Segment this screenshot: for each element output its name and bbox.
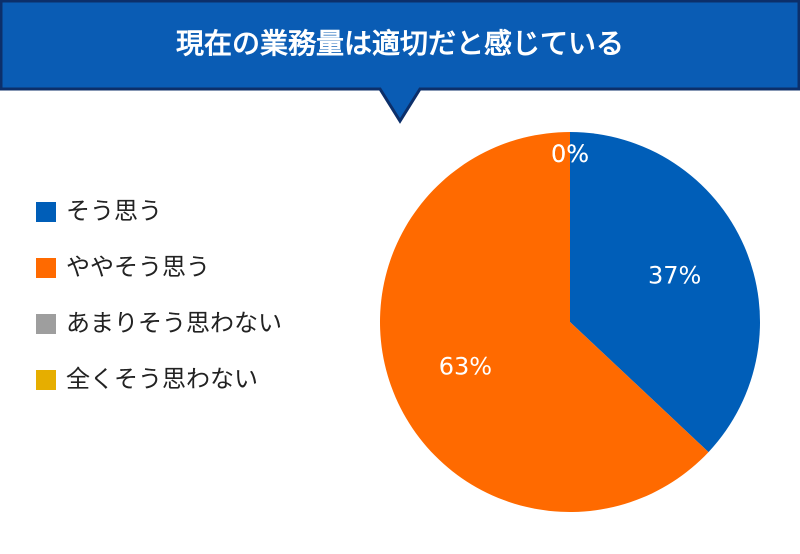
data-label: 0%	[551, 140, 589, 168]
legend-swatch	[36, 370, 56, 390]
legend-swatch	[36, 258, 56, 278]
data-label: 63%	[439, 352, 492, 380]
data-label: 0%	[551, 140, 589, 168]
legend-label: あまりそう思わない	[66, 309, 282, 337]
title-banner	[0, 0, 800, 124]
legend-label: 全くそう思わない	[66, 365, 258, 393]
legend-swatch	[36, 314, 56, 334]
legend-label: ややそう思う	[66, 253, 210, 281]
chart-title: 現在の業務量は適切だと感じている	[176, 27, 624, 60]
legend-swatch	[36, 202, 56, 222]
pie-slice	[380, 132, 709, 512]
legend-label: そう思う	[66, 197, 162, 225]
pie-slice	[570, 132, 760, 453]
data-label: 37%	[648, 262, 701, 290]
pie: 37%63%0%0%	[380, 132, 760, 512]
